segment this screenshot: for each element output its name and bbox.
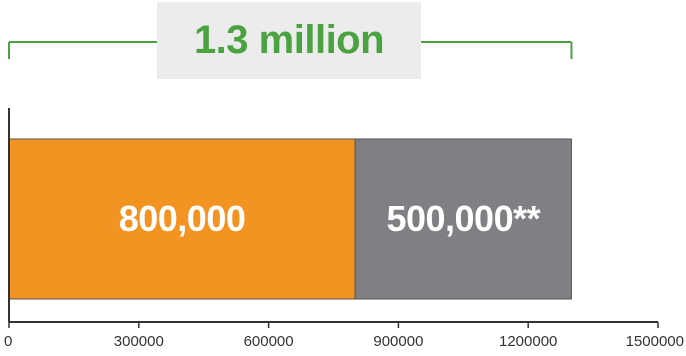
x-axis — [8, 108, 658, 323]
x-axis-ticks: 0 300000 600000 900000 1200000 1500000 — [4, 322, 684, 350]
x-tick-label: 0 — [4, 333, 12, 350]
x-tick-label: 600000 — [244, 333, 294, 350]
bar-segment-label-1: 800,000 — [119, 198, 246, 239]
segment-labels: 800,000 500,000** — [119, 198, 541, 239]
bar-segments — [8, 138, 572, 300]
x-tick-label: 1500000 — [626, 333, 684, 350]
x-tick-label: 1200000 — [499, 333, 557, 350]
x-tick-label: 900000 — [373, 333, 423, 350]
total-label: 1.3 million — [193, 18, 385, 62]
total-callout: 1.3 million — [157, 2, 421, 79]
bar-segment-2 — [354, 138, 572, 300]
x-tick-label: 300000 — [114, 333, 164, 350]
bar-segment-1 — [8, 138, 356, 300]
bar-segment-label-2: 500,000** — [386, 198, 540, 239]
